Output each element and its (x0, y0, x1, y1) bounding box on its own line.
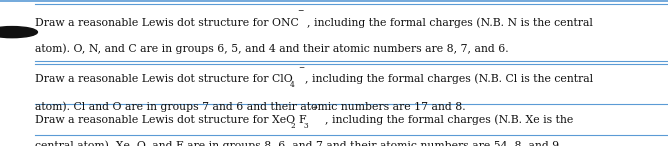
Text: central atom). Xe, O, and F are in groups 8, 6, and 7 and their atomic numbers a: central atom). Xe, O, and F are in group… (35, 141, 562, 146)
Text: 4: 4 (290, 81, 295, 89)
Text: , including the formal charges (N.B. Cl is the central: , including the formal charges (N.B. Cl … (305, 74, 593, 84)
Text: , including the formal charges (N.B. N is the central: , including the formal charges (N.B. N i… (307, 18, 593, 28)
Text: F: F (298, 115, 305, 125)
Circle shape (0, 27, 37, 38)
Text: Draw a reasonable Lewis dot structure for XeO: Draw a reasonable Lewis dot structure fo… (35, 115, 295, 125)
Text: 2: 2 (291, 122, 295, 130)
Text: +: + (311, 104, 317, 112)
Text: , including the formal charges (N.B. Xe is the: , including the formal charges (N.B. Xe … (325, 115, 574, 125)
Text: −: − (297, 7, 304, 15)
Text: Draw a reasonable Lewis dot structure for ClO: Draw a reasonable Lewis dot structure fo… (35, 74, 293, 84)
Text: −: − (298, 64, 304, 72)
Text: atom). O, N, and C are in groups 6, 5, and 4 and their atomic numbers are 8, 7, : atom). O, N, and C are in groups 6, 5, a… (35, 44, 508, 54)
Text: atom). Cl and O are in groups 7 and 6 and their atomic numbers are 17 and 8.: atom). Cl and O are in groups 7 and 6 an… (35, 101, 466, 112)
Text: Draw a reasonable Lewis dot structure for ONC: Draw a reasonable Lewis dot structure fo… (35, 18, 299, 27)
Text: 3: 3 (304, 122, 309, 130)
